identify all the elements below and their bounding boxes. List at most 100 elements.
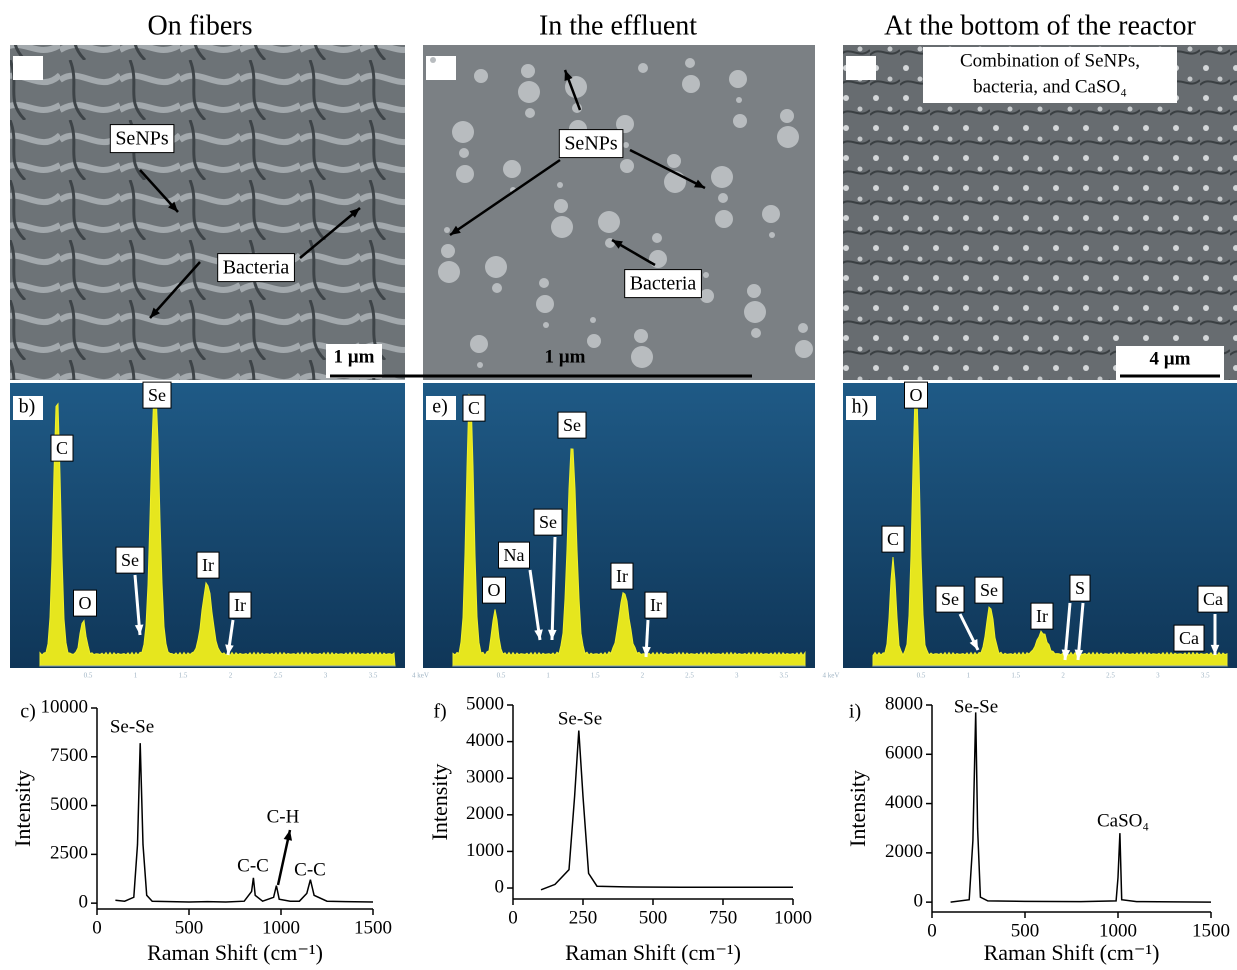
x-axis-label: Raman Shift (cm⁻¹) [984, 940, 1160, 965]
label-text: 1 µm [333, 346, 374, 367]
eds-tick-label: 3 [324, 672, 328, 680]
particle [652, 233, 662, 243]
sem-image [10, 45, 405, 380]
y-tick-label: 4000 [885, 792, 923, 813]
annotation: C-C [237, 855, 269, 876]
particle [459, 148, 469, 158]
eds-tick-label: 0.5 [84, 672, 93, 680]
particle [598, 211, 620, 233]
particle [631, 346, 653, 368]
particle [795, 340, 813, 358]
eds-tick-label: 1 [546, 672, 550, 680]
eds-tick-label: 1 [134, 672, 138, 680]
x-tick-label: 500 [639, 907, 668, 928]
annotation: CaSO₄ [1097, 810, 1149, 831]
particle [554, 199, 568, 213]
particle [470, 335, 488, 353]
particle [711, 166, 733, 188]
eds-tick-label: 1.5 [591, 672, 600, 680]
y-tick-label: 3000 [466, 767, 504, 788]
y-tick-label: 5000 [50, 794, 88, 815]
particle [503, 160, 521, 178]
x-tick-label: 1000 [262, 917, 300, 938]
eds-tick-label: 3 [1156, 672, 1160, 680]
label-text: Bacteria [630, 273, 697, 295]
y-tick-label: 7500 [50, 745, 88, 766]
particle [777, 126, 799, 148]
particle [623, 142, 629, 148]
eds-tick-label: 2.5 [274, 672, 283, 680]
particle [667, 154, 681, 168]
label-text: Ir [202, 555, 214, 575]
y-tick-label: 10000 [41, 696, 89, 717]
particle [477, 362, 483, 368]
eds-tick-label: 3.5 [369, 672, 378, 680]
label-text: C [468, 398, 480, 418]
x-axis-label: Raman Shift (cm⁻¹) [565, 940, 741, 965]
particle [747, 284, 761, 298]
eds-tick-label: 0.5 [497, 672, 506, 680]
particle [518, 81, 540, 103]
x-tick-label: 1000 [1099, 920, 1137, 941]
particle [664, 171, 686, 193]
y-tick-label: 0 [79, 892, 89, 913]
x-tick-label: 250 [569, 907, 598, 928]
label-text: Se [121, 550, 139, 570]
particle [798, 323, 808, 333]
x-tick-label: 0 [92, 917, 102, 938]
panel-label: c) [20, 701, 36, 723]
eds-tick-label: 1 [967, 672, 971, 680]
eds-tick-label: 2 [229, 672, 233, 680]
x-tick-label: 1500 [1192, 920, 1230, 941]
x-tick-label: 750 [709, 907, 738, 928]
label-text: Ir [616, 566, 628, 586]
particle [521, 64, 535, 78]
particle [539, 278, 549, 288]
x-tick-label: 1000 [774, 907, 812, 928]
eds-tick-label: 3 [735, 672, 739, 680]
y-tick-label: 0 [495, 876, 505, 897]
label-text: Se [563, 415, 581, 435]
label-text: O [910, 385, 923, 405]
particle [685, 58, 695, 68]
label-text: Na [504, 545, 525, 565]
label-text: In the effluent [539, 10, 697, 41]
particle [769, 232, 775, 238]
label-text: Combination of SeNPs, [960, 50, 1140, 71]
label-text: b) [19, 396, 36, 418]
y-tick-label: 2500 [50, 843, 88, 864]
eds-tick-label: 1.5 [1011, 672, 1020, 680]
particle [543, 322, 549, 328]
label-text: O [488, 580, 501, 600]
eds-tick-label: 1.5 [179, 672, 188, 680]
eds-tick-label: 0.5 [917, 672, 926, 680]
panel-label: f) [433, 701, 446, 723]
eds-tick-label: 2 [1061, 672, 1065, 680]
label-text: Se [539, 512, 557, 532]
particle [438, 261, 460, 283]
label-text: 1 µm [544, 346, 585, 367]
x-tick-label: 0 [927, 920, 937, 941]
particle [682, 75, 700, 93]
particle [715, 210, 733, 228]
particle [536, 295, 554, 313]
label-text: 4 µm [1149, 348, 1190, 369]
particle [780, 109, 794, 123]
particle [762, 205, 780, 223]
particle [444, 227, 450, 233]
y-tick-label: 6000 [885, 743, 923, 764]
particle [492, 283, 502, 293]
particle [638, 63, 648, 73]
particle [751, 328, 761, 338]
y-tick-label: 8000 [885, 693, 923, 714]
particle [620, 159, 634, 173]
particle [456, 165, 474, 183]
line-series [541, 731, 793, 890]
x-axis-label: Raman Shift (cm⁻¹) [147, 940, 323, 965]
label-text: Ca [1179, 628, 1199, 648]
label-text: bacteria, and CaSO₄ [973, 76, 1127, 97]
label-text: Se [980, 580, 998, 600]
label-text: On fibers [148, 10, 253, 41]
label-text: C [56, 438, 68, 458]
eds-tick-label: 2.5 [1106, 672, 1115, 680]
